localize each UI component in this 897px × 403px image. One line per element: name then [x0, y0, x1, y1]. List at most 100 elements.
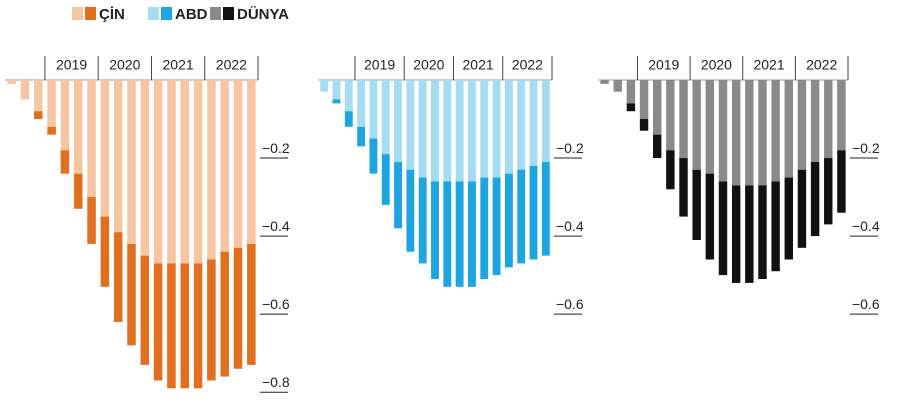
bar [784, 80, 793, 178]
period-label: 2021 [753, 57, 784, 73]
bar [233, 247, 243, 369]
bar [758, 185, 767, 280]
legend-swatch [72, 7, 83, 20]
bar [626, 80, 636, 104]
bar [679, 80, 688, 159]
bar [504, 80, 513, 174]
bar [73, 80, 83, 174]
bar [332, 80, 341, 100]
period-label: 2020 [413, 57, 444, 73]
bar [127, 80, 136, 244]
bar [492, 177, 501, 276]
legend-label: ÇİN [99, 6, 125, 23]
legend-swatch [148, 7, 159, 20]
bar [207, 80, 216, 260]
bar [529, 80, 538, 166]
bar [797, 80, 807, 170]
bar [718, 80, 728, 182]
bar [34, 80, 43, 112]
bar [34, 111, 43, 120]
bar [745, 80, 754, 186]
bar [771, 80, 780, 182]
bar [692, 169, 701, 240]
bar [100, 216, 110, 287]
legend-swatch [161, 7, 172, 20]
y-tick-label: −0.2 [556, 140, 584, 156]
legend-swatch [85, 7, 96, 20]
y-tick-label: −0.2 [262, 140, 290, 156]
bar [468, 181, 476, 287]
y-tick-label: −0.4 [556, 218, 584, 234]
bar [47, 126, 56, 135]
bar [207, 259, 216, 381]
bar [320, 80, 329, 92]
bar [247, 80, 256, 244]
bar [784, 177, 793, 260]
bar [381, 80, 390, 155]
period-label: 2019 [648, 57, 679, 73]
bar [468, 80, 476, 182]
bar [824, 80, 833, 159]
bar [837, 150, 846, 213]
bar [20, 80, 30, 100]
y-tick-label: −0.4 [262, 218, 290, 234]
bar [193, 80, 203, 264]
y-tick-label: −0.8 [262, 374, 290, 390]
bar [718, 181, 728, 276]
bar [443, 181, 452, 287]
bar [180, 80, 190, 264]
bar [47, 80, 56, 127]
bar [167, 80, 176, 264]
bar [406, 80, 415, 170]
bar [153, 80, 163, 264]
bar [797, 169, 807, 248]
bar [113, 232, 123, 322]
bar [810, 80, 820, 162]
period-label: 2022 [512, 57, 543, 73]
period-label: 2019 [56, 57, 87, 73]
bar [193, 263, 203, 389]
bar [87, 80, 96, 198]
bar [431, 181, 439, 280]
bar [705, 173, 715, 260]
bar [394, 161, 402, 229]
bar [600, 80, 609, 84]
bar [653, 80, 662, 135]
bar [692, 80, 701, 170]
bar [406, 169, 415, 252]
period-label: 2020 [701, 57, 732, 73]
bar [247, 243, 256, 365]
bar [60, 80, 70, 151]
bar [480, 177, 489, 280]
bar [639, 119, 649, 131]
bar [220, 251, 229, 377]
bar [394, 80, 402, 162]
bar [810, 161, 820, 237]
period-label: 2021 [163, 57, 194, 73]
bar [666, 80, 675, 151]
bar [529, 165, 538, 260]
bar [758, 80, 767, 186]
y-tick-label: −0.6 [852, 296, 880, 312]
bar [517, 80, 526, 170]
y-tick-label: −0.6 [556, 296, 584, 312]
bar [357, 126, 366, 147]
bar [220, 80, 229, 252]
bar [653, 134, 662, 159]
legend-label: ABD [175, 6, 208, 23]
bar [369, 138, 378, 174]
period-label: 2022 [806, 57, 837, 73]
bar [541, 161, 550, 256]
bar [613, 80, 622, 92]
bar [87, 197, 96, 244]
bar [517, 169, 526, 264]
bar [455, 181, 464, 287]
bar [233, 80, 243, 248]
bar [705, 80, 715, 174]
y-tick-label: −0.6 [262, 296, 290, 312]
bar [60, 150, 70, 174]
bar [731, 185, 741, 283]
bar [73, 173, 83, 209]
bar [332, 99, 341, 104]
